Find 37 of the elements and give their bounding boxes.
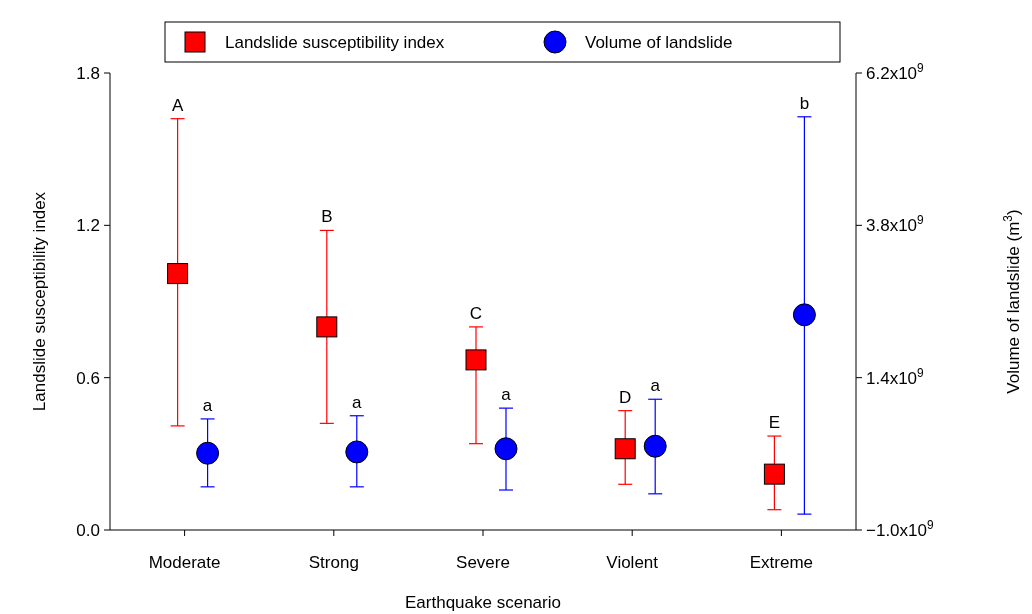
point: [614, 438, 636, 460]
annotation: a: [501, 385, 512, 405]
point: [792, 303, 816, 327]
x-tick-label: Strong: [308, 553, 359, 572]
annotation: a: [650, 376, 661, 396]
annotation: E: [768, 413, 781, 433]
y2-tick-label: 3.8x10$^{9}$: [866, 213, 925, 236]
y-tick-label: 1.2: [76, 216, 100, 236]
x-tick-label: Violent: [606, 553, 659, 572]
y2-tick-label: 1.4x10$^{9}$: [866, 365, 925, 388]
point: [196, 441, 220, 465]
x-axis-title: Earthquake scenario: [405, 593, 561, 612]
annotation: a: [202, 395, 213, 415]
annotation: D: [619, 387, 632, 407]
y-tick-label: 0.0: [76, 521, 100, 540]
legend-label: Volume of landslide: [585, 33, 733, 52]
legend-label: Landslide susceptibility index: [225, 33, 445, 52]
annotation: A: [171, 95, 184, 115]
x-tick-label: Extreme: [749, 553, 814, 572]
y2-tick-label: −1.0x10$^{9}$: [866, 518, 934, 540]
point: [345, 440, 369, 464]
y-tick-label: 1.8: [76, 64, 100, 83]
y-tick-label: 0.6: [76, 368, 100, 388]
annotation: B: [321, 207, 333, 227]
y-axis-title: Landslide susceptibility index: [30, 191, 49, 412]
x-tick-label: Severe: [456, 553, 510, 572]
point: [167, 263, 189, 285]
annotation: b: [799, 93, 810, 113]
annotation: a: [352, 392, 363, 412]
point: [316, 316, 338, 338]
point: [763, 463, 785, 485]
y2-tick-label: 6.2x10$^{9}$: [866, 61, 925, 83]
point: [643, 434, 667, 458]
point: [494, 437, 518, 461]
x-tick-label: Moderate: [148, 553, 221, 572]
annotation: C: [469, 303, 483, 323]
point: [465, 349, 487, 371]
